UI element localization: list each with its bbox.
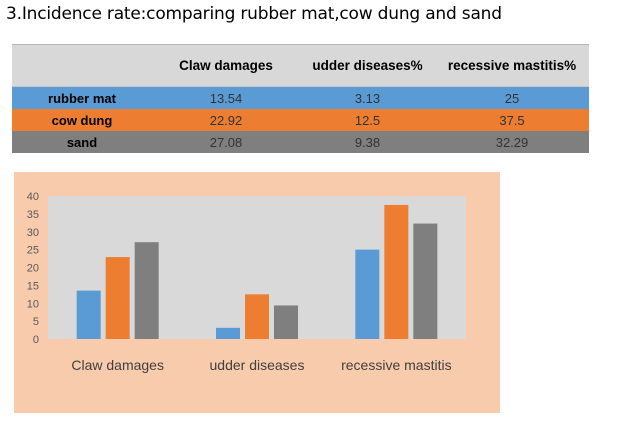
table-header-row: Claw damages udder diseases% recessive m…: [12, 45, 589, 87]
bar: [355, 249, 380, 339]
table-cell: 37.5: [499, 112, 525, 128]
bar: [105, 257, 130, 339]
table-row-cow-dung: cow dung 22.92 12.5 37.5: [12, 109, 589, 131]
bar: [76, 290, 101, 339]
bar: [384, 204, 409, 339]
table-row-label: sand: [66, 134, 98, 150]
bar-chart: 0 5 10 15 20 25 30 35 40 Claw damages udder diseas…: [27, 191, 466, 373]
table-cell: 9.38: [354, 134, 381, 150]
y-tick-label: 25: [27, 245, 39, 257]
table-header-claw-damages: Claw damages: [179, 58, 273, 73]
table-cell: 32.29: [495, 134, 529, 150]
y-tick-label: 35: [27, 209, 39, 221]
y-tick-label: 40: [27, 191, 39, 203]
y-tick-label: 10: [27, 298, 39, 310]
y-tick-label: 0: [33, 334, 39, 346]
table-cell: 27.08: [209, 134, 243, 150]
table-cell: 22.92: [209, 112, 243, 128]
table-cell: 25: [504, 90, 520, 106]
page-title: 3.Incidence rate:comparing rubber mat,co…: [6, 4, 502, 24]
table-row-label: rubber mat: [48, 90, 116, 106]
y-tick-label: 15: [27, 280, 39, 292]
bar: [216, 327, 240, 339]
table-row-rubber-mat: rubber mat 13.54 3.13 25: [12, 87, 589, 109]
table-cell: 12.5: [354, 112, 381, 128]
bar: [274, 305, 298, 339]
table-header-udder-diseases: udder diseases%: [312, 58, 423, 73]
table-row-label: cow dung: [51, 112, 113, 128]
table-cell: 13.54: [209, 90, 243, 106]
x-category-label: udder diseases: [210, 357, 305, 373]
bar: [134, 242, 159, 339]
x-category-label: Claw damages: [71, 357, 164, 373]
x-category-label: recessive mastitis: [341, 357, 451, 373]
table-cell: 3.13: [354, 90, 381, 106]
table-row-sand: sand 27.08 9.38 32.29: [12, 131, 589, 153]
data-table: Claw damages udder diseases% recessive m…: [12, 44, 589, 153]
bar: [245, 294, 269, 339]
bar: [413, 223, 438, 339]
table-header-recessive-mastitis: recessive mastitis%: [447, 58, 577, 73]
y-tick-label: 20: [27, 263, 39, 275]
y-tick-label: 5: [33, 316, 39, 328]
chart-container: 0 5 10 15 20 25 30 35 40 Claw damages udder diseas…: [14, 172, 500, 413]
y-tick-label: 30: [27, 227, 39, 239]
